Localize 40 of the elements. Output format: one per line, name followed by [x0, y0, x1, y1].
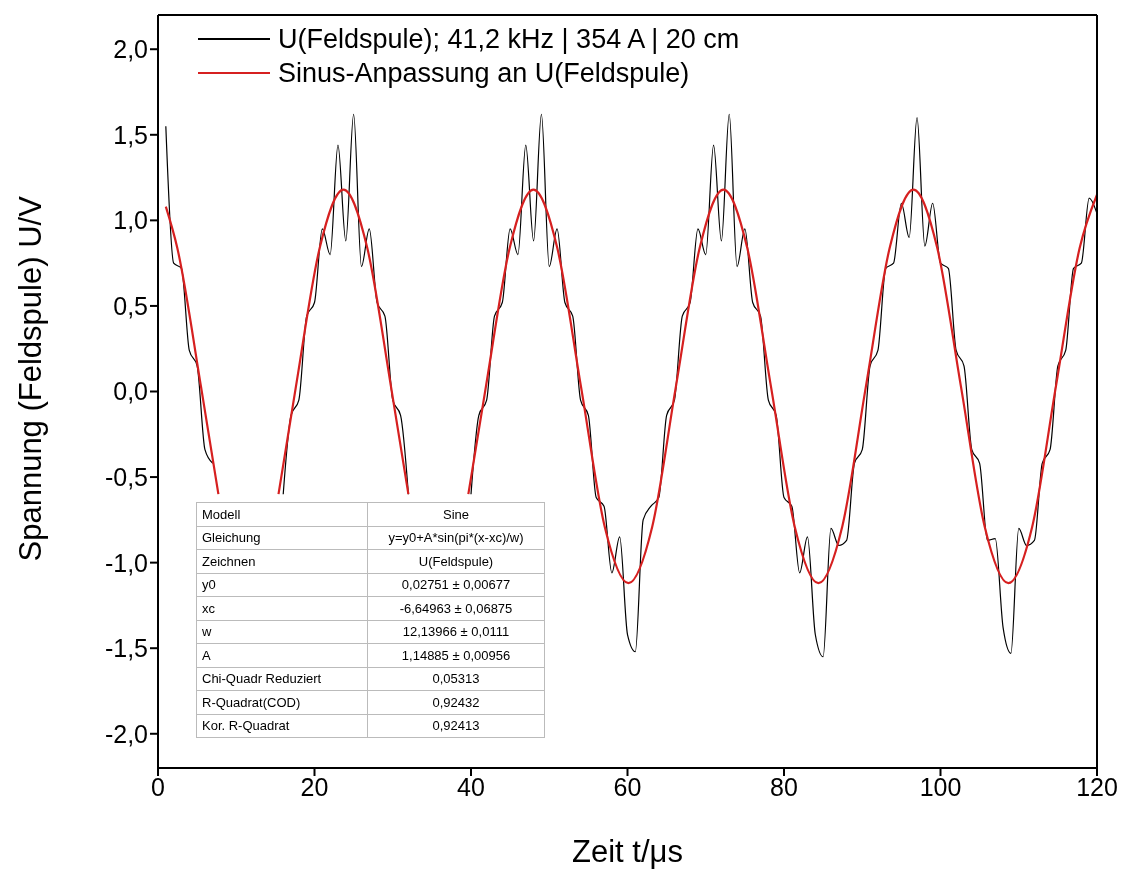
y-tick-label: -0,5 [104, 462, 148, 491]
annotation: 0,92432 [367, 690, 545, 714]
y-tick-label: 0,5 [113, 291, 148, 320]
annotation: Kor. R-Quadrat [196, 714, 368, 738]
annotation: 12,13966 ± 0,0111 [367, 620, 545, 644]
y-tick-label: -1,0 [104, 548, 148, 577]
annotation: Gleichung [196, 526, 368, 550]
x-tick-label: 100 [919, 772, 962, 801]
y-tick-label: 1,0 [113, 206, 148, 235]
x-tick-label: 60 [613, 772, 642, 801]
annotation: R-Quadrat(COD) [196, 690, 368, 714]
x-tick-label: 0 [151, 772, 165, 801]
annotation: Zeichnen [196, 549, 368, 573]
x-tick-label: 20 [300, 772, 329, 801]
y-tick-label: -1,5 [104, 634, 148, 663]
annotation: A [196, 643, 368, 667]
x-tick-label: 40 [457, 772, 485, 801]
annotation: w [196, 620, 368, 644]
legend-label: Sinus-Anpassung an U(Feldspule) [278, 57, 690, 90]
x-tick-label: 80 [770, 772, 798, 801]
annotation: -6,64963 ± 0,06875 [367, 596, 545, 620]
y-tick-label: 2,0 [113, 35, 148, 64]
annotation: 0,92413 [367, 714, 545, 738]
annotation: 0,02751 ± 0,00677 [367, 573, 545, 597]
annotation: Sine [367, 502, 545, 526]
legend-label: U(Feldspule); 41,2 kHz | 354 A | 20 cm [278, 23, 740, 56]
y-tick-label: 1,5 [113, 120, 148, 149]
annotation: y0 [196, 573, 368, 597]
y-axis-title: Spannung (Feldspule) U/V [13, 195, 49, 562]
annotation: 1,14885 ± 0,00956 [367, 643, 545, 667]
y-tick-label: 0,0 [113, 377, 148, 406]
x-tick-label: 120 [1076, 772, 1118, 801]
annotation: 0,05313 [367, 667, 545, 691]
annotation: xc [196, 596, 368, 620]
annotation: U(Feldspule) [367, 549, 545, 573]
annotation: y=y0+A*sin(pi*(x-xc)/w) [367, 526, 545, 550]
x-axis-title: Zeit t/μs [572, 834, 683, 869]
annotation: Modell [196, 502, 368, 526]
y-tick-label: -2,0 [104, 719, 148, 748]
annotation: Chi-Quadr Reduziert [196, 667, 368, 691]
